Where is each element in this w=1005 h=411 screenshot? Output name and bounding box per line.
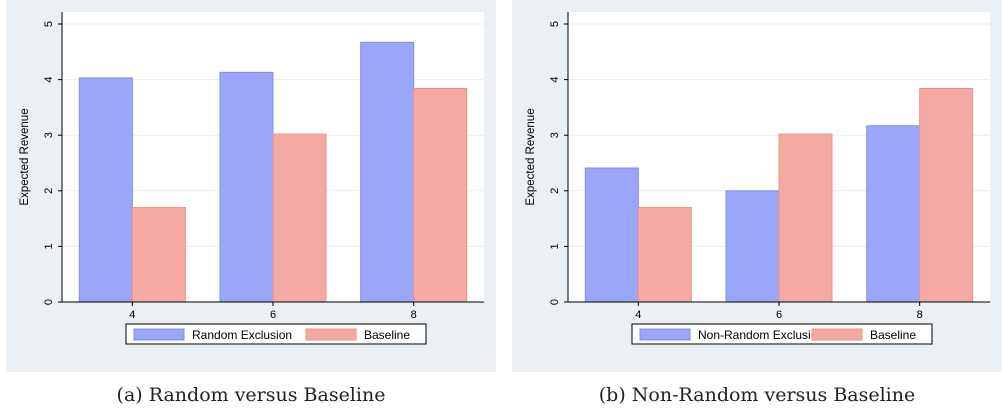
y-tick-label: 0 [43, 299, 55, 305]
y-axis-label: Expected Revenue [19, 108, 31, 205]
y-tick-label: 5 [43, 21, 55, 27]
y-tick-label: 4 [43, 77, 55, 83]
bar-baseline-6 [272, 133, 327, 303]
bar-exclusion-6 [725, 190, 780, 303]
chart-nonrandom-vs-baseline: 0 1 2 3 4 5 4 6 8 Expected Revenue Non-Random Excl… [512, 0, 1002, 372]
bar-exclusion-4 [584, 167, 639, 303]
y-tick-label: 3 [43, 132, 55, 138]
y-tick-label: 1 [43, 243, 55, 249]
legend-swatch-exclusion [639, 328, 691, 341]
legend-swatch-exclusion [133, 328, 185, 341]
caption-b: (b) Non-Random versus Baseline [598, 384, 916, 406]
y-tick-label: 1 [549, 243, 561, 249]
bar-baseline-8 [413, 87, 468, 303]
bar-exclusion-4 [78, 77, 133, 303]
legend-label-baseline: Baseline [364, 328, 410, 342]
x-tick-label: 4 [635, 309, 641, 321]
y-tick-label: 3 [549, 132, 561, 138]
legend-swatch-baseline [305, 328, 357, 341]
legend-swatch-baseline [811, 328, 863, 341]
y-tick-label: 0 [549, 299, 561, 305]
y-tick-label: 2 [43, 188, 55, 194]
bar-baseline-8 [919, 87, 974, 303]
legend-label-exclusion: Random Exclusion [192, 328, 292, 342]
y-tick-label: 4 [549, 77, 561, 83]
x-tick-label: 6 [270, 309, 276, 321]
caption-a: (a) Random versus Baseline [116, 384, 386, 406]
x-tick-label: 6 [776, 309, 782, 321]
x-tick-label: 8 [917, 309, 923, 321]
bar-baseline-4 [637, 206, 692, 303]
bar-exclusion-8 [866, 125, 921, 303]
y-axis-label: Expected Revenue [525, 108, 537, 205]
bar-exclusion-6 [219, 71, 274, 303]
x-tick-label: 8 [411, 309, 417, 321]
legend-label-baseline: Baseline [870, 328, 916, 342]
y-tick-label: 5 [549, 21, 561, 27]
legend-label-exclusion: Non-Random Exclusion [698, 328, 824, 342]
x-tick-label: 4 [129, 309, 135, 321]
y-tick-label: 2 [549, 188, 561, 194]
chart-random-vs-baseline: 0 1 2 3 4 5 4 6 8 Expected Revenue Random Exclusio… [6, 0, 496, 372]
bar-exclusion-8 [360, 41, 415, 303]
bar-baseline-4 [131, 206, 186, 303]
bar-baseline-6 [778, 133, 833, 303]
